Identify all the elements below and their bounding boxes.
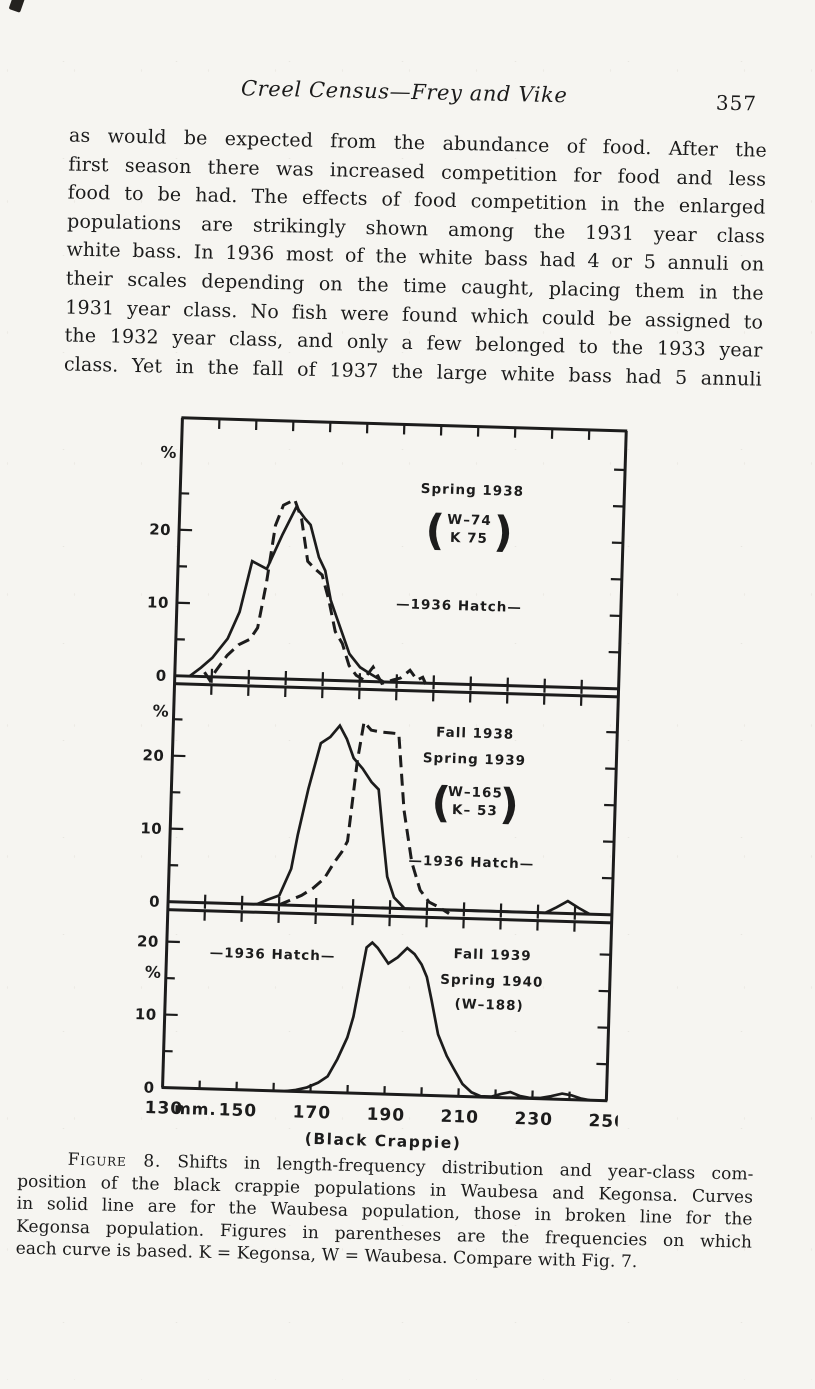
- svg-text:10: 10: [147, 593, 169, 612]
- svg-text:20: 20: [142, 746, 164, 765]
- svg-text:10: 10: [135, 1005, 157, 1024]
- svg-text:(: (: [425, 505, 446, 555]
- svg-text:Fall 1938: Fall 1938: [436, 724, 515, 742]
- svg-text:—1936 Hatch—: —1936 Hatch—: [396, 596, 522, 616]
- svg-text:(W–188): (W–188): [454, 996, 524, 1014]
- svg-text:170: 170: [292, 1102, 331, 1123]
- body-paragraph: as would be expected from the abundance …: [64, 121, 767, 394]
- svg-text:): ): [499, 779, 520, 829]
- svg-text:%: %: [152, 701, 169, 720]
- svg-text:20: 20: [137, 932, 159, 951]
- svg-text:190: 190: [366, 1105, 405, 1126]
- page-number: 357: [716, 91, 758, 116]
- svg-text:10: 10: [140, 819, 162, 838]
- svg-text:Fall 1939: Fall 1939: [453, 946, 532, 964]
- svg-text:230: 230: [514, 1109, 553, 1130]
- svg-text:—1936 Hatch—: —1936 Hatch—: [408, 853, 534, 873]
- svg-text:20: 20: [149, 520, 171, 539]
- svg-text:%: %: [160, 443, 177, 462]
- svg-text:Spring 1939: Spring 1939: [423, 750, 527, 769]
- svg-text:(Black Crappie): (Black Crappie): [304, 1130, 461, 1153]
- svg-text:W–74: W–74: [447, 512, 492, 529]
- svg-text:K 75: K 75: [450, 530, 488, 547]
- scan-artifact: [9, 0, 26, 13]
- svg-text:): ): [493, 507, 514, 557]
- svg-text:250: 250: [588, 1111, 627, 1132]
- figure-label: Figure 8.: [67, 1150, 161, 1172]
- figure-caption: Figure 8. Shifts in length-frequency dis…: [15, 1148, 753, 1277]
- svg-text:210: 210: [440, 1107, 479, 1128]
- svg-text:mm.: mm.: [174, 1099, 217, 1119]
- svg-text:%: %: [145, 962, 162, 981]
- running-title: Creel Census—Frey and Vike: [241, 76, 568, 107]
- svg-text:0: 0: [156, 667, 167, 685]
- svg-text:(: (: [431, 777, 452, 827]
- svg-text:0: 0: [149, 893, 160, 911]
- svg-text:0: 0: [143, 1078, 154, 1096]
- svg-text:150: 150: [218, 1100, 257, 1121]
- svg-text:K– 53: K– 53: [452, 802, 498, 819]
- svg-text:Spring 1940: Spring 1940: [440, 972, 544, 991]
- svg-text:—1936 Hatch—: —1936 Hatch—: [209, 945, 335, 965]
- svg-text:Spring 1938: Spring 1938: [421, 481, 525, 500]
- svg-text:W–165: W–165: [448, 784, 503, 802]
